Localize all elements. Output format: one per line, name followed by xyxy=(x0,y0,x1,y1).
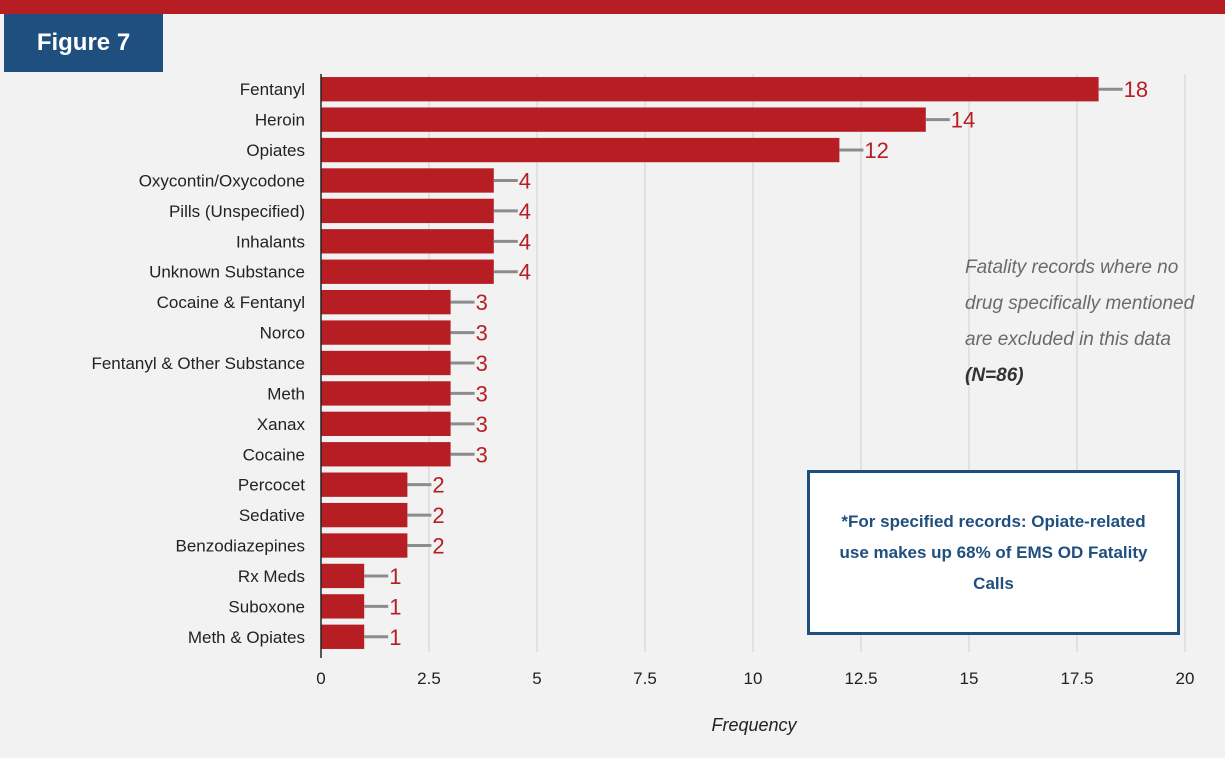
x-tick-label: 15 xyxy=(960,669,979,688)
y-tick-label: Cocaine xyxy=(243,445,305,464)
y-tick-label: Heroin xyxy=(255,111,305,130)
y-tick-label: Norco xyxy=(260,324,305,343)
data-label: 2 xyxy=(432,503,444,528)
data-label: 3 xyxy=(476,412,488,437)
y-tick-label: Benzodiazepines xyxy=(176,537,305,556)
y-tick-label: Pills (Unspecified) xyxy=(169,202,305,221)
callout-text: *For specified records: Opiate-related u… xyxy=(839,512,1148,593)
data-label: 4 xyxy=(519,260,531,285)
x-axis-title: Frequency xyxy=(711,715,797,735)
data-label: 3 xyxy=(476,381,488,406)
bar xyxy=(321,533,408,558)
bar xyxy=(321,259,494,284)
y-tick-label: Unknown Substance xyxy=(149,263,305,282)
data-label: 2 xyxy=(432,534,444,559)
bar xyxy=(321,594,365,619)
y-tick-label: Suboxone xyxy=(228,597,305,616)
bar xyxy=(321,320,451,345)
y-tick-label: Opiates xyxy=(246,141,305,160)
bar xyxy=(321,442,451,467)
data-label: 3 xyxy=(476,290,488,315)
data-label: 4 xyxy=(519,229,531,254)
bar xyxy=(321,229,494,254)
bar xyxy=(321,107,926,132)
bar xyxy=(321,381,451,406)
axes: 0 2.5 5 7.5 10 12.5 15 17.5 20 Fentanyl Heroin Opia… xyxy=(91,74,1194,688)
data-label: 14 xyxy=(951,108,975,133)
bar xyxy=(321,77,1099,102)
data-label: 18 xyxy=(1124,77,1148,102)
bar xyxy=(321,137,840,163)
y-tick-label: Fentanyl & Other Substance xyxy=(91,354,305,373)
x-tick-label: 10 xyxy=(744,669,763,688)
bar xyxy=(321,350,451,376)
y-tick-label: Cocaine & Fentanyl xyxy=(157,293,305,312)
note-text: Fatality records where no drug specifica… xyxy=(965,257,1195,350)
bars: 18 14 12 4 4 4 4 3 3 3 3 3 3 2 2 2 1 1 1 xyxy=(321,77,1148,650)
data-label: 1 xyxy=(389,594,401,619)
y-tick-label: Percocet xyxy=(238,476,305,495)
data-label: 12 xyxy=(864,138,888,163)
figure-label: Figure 7 xyxy=(4,14,163,72)
x-tick-label: 5 xyxy=(532,669,541,688)
y-tick-label: Meth & Opiates xyxy=(188,628,305,647)
y-tick-label: Sedative xyxy=(239,506,305,525)
y-tick-label: Xanax xyxy=(257,415,306,434)
data-label: 1 xyxy=(389,625,401,650)
exclusion-note: Fatality records where no drug specifica… xyxy=(965,250,1215,394)
data-label: 1 xyxy=(389,564,401,589)
x-tick-label: 12.5 xyxy=(844,669,877,688)
data-label: 3 xyxy=(476,351,488,376)
y-tick-label: Fentanyl xyxy=(240,80,305,99)
data-label: 3 xyxy=(476,442,488,467)
data-label: 3 xyxy=(476,321,488,346)
y-tick-label: Rx Meds xyxy=(238,567,305,586)
y-tick-label: Inhalants xyxy=(236,232,305,251)
callout-box: *For specified records: Opiate-related u… xyxy=(807,470,1180,635)
bar xyxy=(321,563,365,589)
bar xyxy=(321,502,408,528)
bar xyxy=(321,198,494,224)
x-tick-label: 17.5 xyxy=(1060,669,1093,688)
x-tick-label: 2.5 xyxy=(417,669,441,688)
bar xyxy=(321,168,494,193)
y-tick-label: Meth xyxy=(267,384,305,403)
bar xyxy=(321,472,408,497)
x-tick-label: 20 xyxy=(1176,669,1195,688)
y-tick-label: Oxycontin/Oxycodone xyxy=(139,171,305,190)
note-sample-size: (N=86) xyxy=(965,365,1024,386)
x-tick-label: 7.5 xyxy=(633,669,657,688)
header-bar xyxy=(0,0,1225,14)
bar xyxy=(321,289,451,315)
x-tick-label: 0 xyxy=(316,669,325,688)
data-label: 2 xyxy=(432,473,444,498)
data-label: 4 xyxy=(519,168,531,193)
data-label: 4 xyxy=(519,199,531,224)
bar xyxy=(321,411,451,437)
bar xyxy=(321,624,365,649)
